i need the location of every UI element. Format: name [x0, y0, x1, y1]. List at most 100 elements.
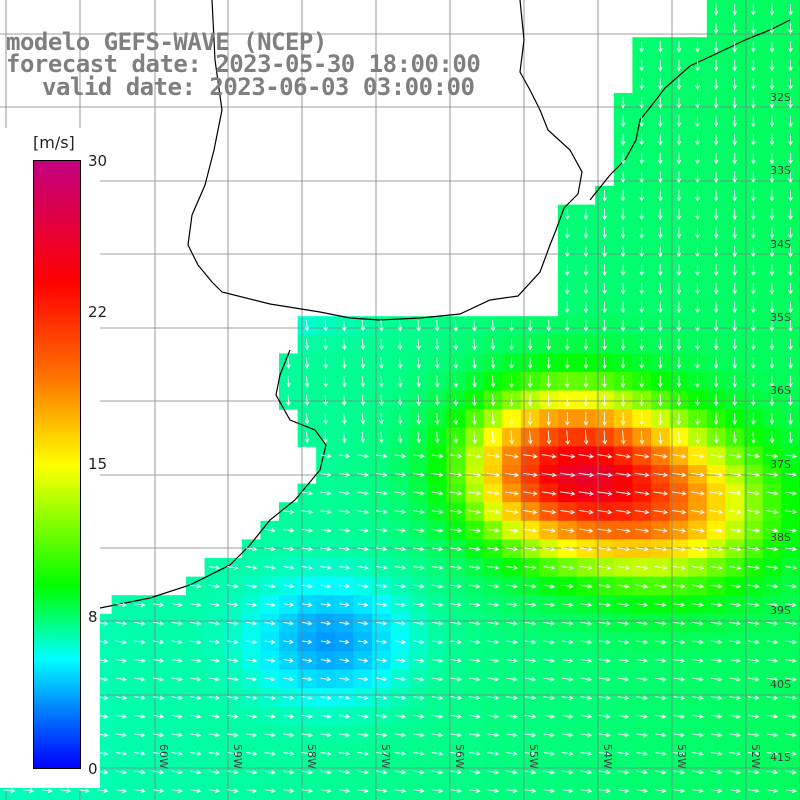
wind-arrow	[397, 431, 403, 444]
wind-arrow	[283, 583, 295, 589]
uruguay-border	[187, 0, 583, 321]
wind-arrow	[301, 490, 314, 496]
wind-arrow	[785, 751, 797, 756]
wind-arrow	[541, 509, 557, 515]
wind-arrow	[654, 714, 667, 719]
wind-arrow	[543, 695, 555, 701]
wind-arrow	[784, 490, 797, 496]
wind-arrow	[728, 491, 742, 496]
wind-arrow	[487, 751, 500, 756]
wind-arrow	[171, 714, 183, 719]
wind-arrow	[788, 413, 793, 425]
wind-arrow	[543, 676, 555, 682]
wind-arrow	[453, 412, 459, 426]
wind-arrow	[729, 658, 741, 663]
wind-arrow	[506, 676, 518, 682]
wind-arrow	[788, 320, 793, 332]
wind-arrow	[751, 264, 756, 277]
wind-arrow	[505, 546, 519, 552]
wind-arrow	[171, 621, 183, 626]
wind-arrow	[672, 491, 687, 496]
wind-arrow	[490, 338, 496, 351]
forecast-date: forecast date: 2023-05-30 18:00:00	[6, 50, 481, 78]
wind-arrow	[468, 658, 481, 663]
wind-arrow	[394, 658, 406, 663]
wind-arrow	[468, 528, 481, 533]
wind-arrow	[653, 491, 669, 496]
wind-arrow	[190, 621, 202, 626]
wind-arrow	[729, 788, 741, 794]
wind-arrow	[620, 208, 626, 221]
wind-arrow	[320, 583, 332, 589]
wind-arrow	[732, 171, 737, 184]
wind-arrow	[747, 676, 760, 682]
wind-arrow	[732, 189, 737, 202]
wind-arrow	[301, 788, 314, 794]
wind-arrow	[394, 583, 407, 589]
wind-arrow	[639, 78, 644, 91]
wind-arrow	[394, 453, 407, 459]
wind-arrow	[561, 583, 574, 589]
wind-arrow	[676, 301, 682, 314]
wind-arrow	[413, 453, 425, 459]
wind-arrow	[695, 282, 700, 295]
wind-arrow	[616, 528, 631, 533]
wind-arrow	[360, 413, 366, 425]
wind-arrow	[450, 658, 462, 663]
wind-arrow	[487, 788, 500, 794]
wind-arrow	[416, 431, 422, 444]
latitude-label: 35S	[770, 311, 791, 324]
wind-arrow	[245, 658, 258, 663]
wind-arrow	[357, 676, 369, 682]
wind-arrow	[695, 171, 700, 184]
wind-arrow	[602, 208, 607, 221]
wind-arrow	[766, 509, 779, 515]
wind-arrow	[620, 189, 626, 202]
wind-arrow	[620, 282, 626, 295]
wind-arrow	[394, 676, 406, 682]
wind-arrow	[769, 264, 775, 277]
longitude-label: 52W	[749, 744, 762, 769]
wind-arrow	[264, 658, 276, 663]
wind-arrow	[672, 546, 687, 552]
wind-arrow	[434, 357, 440, 369]
wind-arrow	[561, 732, 574, 738]
wind-arrow	[691, 453, 705, 459]
wind-arrow	[468, 509, 482, 515]
wind-arrow	[450, 676, 462, 682]
wind-arrow	[692, 658, 704, 663]
wind-arrow	[784, 546, 797, 552]
wind-arrow	[190, 639, 202, 645]
wind-arrow	[190, 714, 202, 719]
wind-arrow	[654, 788, 667, 794]
wind-arrow	[283, 639, 295, 645]
wind-arrow	[709, 528, 724, 533]
wind-arrow	[357, 472, 369, 477]
wind-arrow	[709, 491, 724, 496]
wind-arrow	[264, 732, 276, 738]
wind-arrow	[357, 658, 369, 663]
wind-arrow	[450, 788, 462, 794]
wind-arrow	[583, 245, 589, 258]
wind-arrow	[78, 788, 90, 794]
wind-arrow	[434, 394, 440, 407]
longitude-label: 53W	[675, 744, 688, 769]
wind-arrow	[583, 282, 589, 295]
wind-arrow	[732, 282, 737, 295]
wind-arrow	[565, 375, 570, 389]
wind-arrow	[338, 509, 351, 515]
wind-arrow	[504, 491, 519, 496]
wind-arrow	[394, 509, 407, 515]
wind-arrow	[376, 583, 388, 589]
wind-arrow	[341, 357, 347, 369]
wind-arrow	[245, 565, 258, 570]
wind-arrow	[676, 78, 682, 91]
wind-arrow	[602, 301, 607, 314]
wind-arrow	[583, 264, 589, 277]
wind-arrow	[450, 583, 462, 589]
wind-arrow	[695, 264, 700, 277]
wind-arrow	[602, 338, 607, 351]
wind-arrow	[434, 320, 440, 332]
wind-arrow	[543, 788, 555, 794]
wind-arrow	[692, 695, 704, 701]
